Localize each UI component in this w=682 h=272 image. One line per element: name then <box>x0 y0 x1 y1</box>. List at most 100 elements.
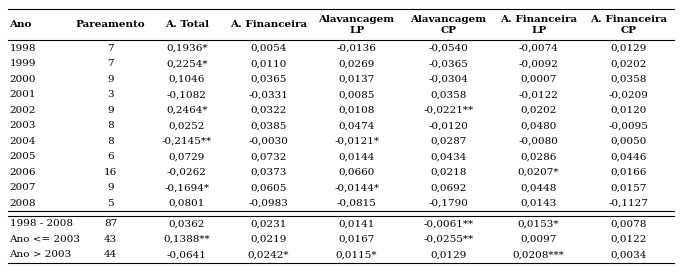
Text: -0,0092: -0,0092 <box>519 59 559 68</box>
Text: 43: 43 <box>104 235 117 244</box>
Text: 2006: 2006 <box>10 168 36 177</box>
Text: 0,0078: 0,0078 <box>610 219 647 228</box>
Text: 0,0660: 0,0660 <box>338 168 375 177</box>
Text: -0,0121*: -0,0121* <box>334 137 379 146</box>
Text: -0,0983: -0,0983 <box>248 199 288 208</box>
Text: Ano: Ano <box>10 20 32 29</box>
Text: 1998: 1998 <box>10 44 36 53</box>
Text: 0,0322: 0,0322 <box>250 106 286 115</box>
Text: 0,0167: 0,0167 <box>338 235 375 244</box>
Text: 0,0144: 0,0144 <box>338 152 375 161</box>
Text: 0,0085: 0,0085 <box>338 90 375 99</box>
Text: -0,0209: -0,0209 <box>609 90 649 99</box>
Text: 0,0474: 0,0474 <box>338 121 375 130</box>
Text: 0,0202: 0,0202 <box>520 106 557 115</box>
Text: -0,0095: -0,0095 <box>609 121 649 130</box>
Text: 6: 6 <box>107 152 114 161</box>
Text: 9: 9 <box>107 75 114 84</box>
Text: 87: 87 <box>104 219 117 228</box>
Text: 0,0362: 0,0362 <box>168 219 205 228</box>
Text: 0,0129: 0,0129 <box>610 44 647 53</box>
Text: 0,0692: 0,0692 <box>430 183 466 192</box>
Text: 0,0287: 0,0287 <box>430 137 466 146</box>
Text: 0,0269: 0,0269 <box>338 59 375 68</box>
Text: -0,1790: -0,1790 <box>428 199 469 208</box>
Text: 7: 7 <box>107 44 114 53</box>
Text: 0,0097: 0,0097 <box>520 235 557 244</box>
Text: 0,0480: 0,0480 <box>520 121 557 130</box>
Text: Ano > 2003: Ano > 2003 <box>10 250 72 259</box>
Text: 0,0115*: 0,0115* <box>336 250 377 259</box>
Text: 0,0153*: 0,0153* <box>518 219 559 228</box>
Text: 0,0358: 0,0358 <box>610 75 647 84</box>
Text: -0,0080: -0,0080 <box>519 137 559 146</box>
Text: 9: 9 <box>107 183 114 192</box>
Text: -0,0030: -0,0030 <box>248 137 288 146</box>
Text: 0,0358: 0,0358 <box>430 90 466 99</box>
Text: -0,0255**: -0,0255** <box>424 235 473 244</box>
Text: 0,0801: 0,0801 <box>168 199 205 208</box>
Text: 0,0729: 0,0729 <box>168 152 205 161</box>
Text: 0,0129: 0,0129 <box>430 250 466 259</box>
Text: -0,1694*: -0,1694* <box>164 183 209 192</box>
Text: 0,0385: 0,0385 <box>250 121 286 130</box>
Text: 16: 16 <box>104 168 117 177</box>
Text: 0,0208***: 0,0208*** <box>513 250 565 259</box>
Text: A. Financeira: A. Financeira <box>230 20 307 29</box>
Text: 0,1388**: 0,1388** <box>164 235 210 244</box>
Text: 0,0286: 0,0286 <box>520 152 557 161</box>
Text: 8: 8 <box>107 121 114 130</box>
Text: 0,0166: 0,0166 <box>610 168 647 177</box>
Text: A. Total: A. Total <box>165 20 209 29</box>
Text: 0,0050: 0,0050 <box>610 137 647 146</box>
Text: -0,0262: -0,0262 <box>167 168 207 177</box>
Text: 0,0448: 0,0448 <box>520 183 557 192</box>
Text: 1999: 1999 <box>10 59 36 68</box>
Text: 0,0446: 0,0446 <box>610 152 647 161</box>
Text: 2000: 2000 <box>10 75 36 84</box>
Text: 0,0434: 0,0434 <box>430 152 466 161</box>
Text: 8: 8 <box>107 137 114 146</box>
Text: 0,0732: 0,0732 <box>250 152 286 161</box>
Text: 44: 44 <box>104 250 117 259</box>
Text: 0,0143: 0,0143 <box>520 199 557 208</box>
Text: -0,0221**: -0,0221** <box>424 106 473 115</box>
Text: 0,0242*: 0,0242* <box>248 250 289 259</box>
Text: 0,2464*: 0,2464* <box>166 106 207 115</box>
Text: 0,0207*: 0,0207* <box>518 168 559 177</box>
Text: Alavancagem
LP: Alavancagem LP <box>318 15 395 35</box>
Text: 0,0141: 0,0141 <box>338 219 375 228</box>
Text: 1998 - 2008: 1998 - 2008 <box>10 219 72 228</box>
Text: 2005: 2005 <box>10 152 36 161</box>
Text: 0,0202: 0,0202 <box>610 59 647 68</box>
Text: 0,0120: 0,0120 <box>610 106 647 115</box>
Text: -0,0641: -0,0641 <box>167 250 207 259</box>
Text: A. Financeira
LP: A. Financeira LP <box>500 15 577 35</box>
Text: 0,0122: 0,0122 <box>610 235 647 244</box>
Text: -0,0061**: -0,0061** <box>424 219 473 228</box>
Text: 0,0218: 0,0218 <box>430 168 466 177</box>
Text: 2001: 2001 <box>10 90 36 99</box>
Text: Pareamento: Pareamento <box>76 20 145 29</box>
Text: -0,0365: -0,0365 <box>428 59 469 68</box>
Text: 0,0252: 0,0252 <box>168 121 205 130</box>
Text: 7: 7 <box>107 59 114 68</box>
Text: 0,1936*: 0,1936* <box>166 44 207 53</box>
Text: 0,0231: 0,0231 <box>250 219 286 228</box>
Text: -0,0122: -0,0122 <box>519 90 559 99</box>
Text: -0,0331: -0,0331 <box>248 90 288 99</box>
Text: 0,0034: 0,0034 <box>610 250 647 259</box>
Text: A. Financeira
CP: A. Financeira CP <box>590 15 667 35</box>
Text: 2008: 2008 <box>10 199 36 208</box>
Text: 2007: 2007 <box>10 183 36 192</box>
Text: Alavancagem
CP: Alavancagem CP <box>411 15 486 35</box>
Text: -0,0304: -0,0304 <box>428 75 469 84</box>
Text: 0,1046: 0,1046 <box>168 75 205 84</box>
Text: 0,0007: 0,0007 <box>520 75 557 84</box>
Text: 2003: 2003 <box>10 121 36 130</box>
Text: 2002: 2002 <box>10 106 36 115</box>
Text: -0,0540: -0,0540 <box>428 44 469 53</box>
Text: 0,0054: 0,0054 <box>250 44 286 53</box>
Text: 5: 5 <box>107 199 114 208</box>
Text: 0,0219: 0,0219 <box>250 235 286 244</box>
